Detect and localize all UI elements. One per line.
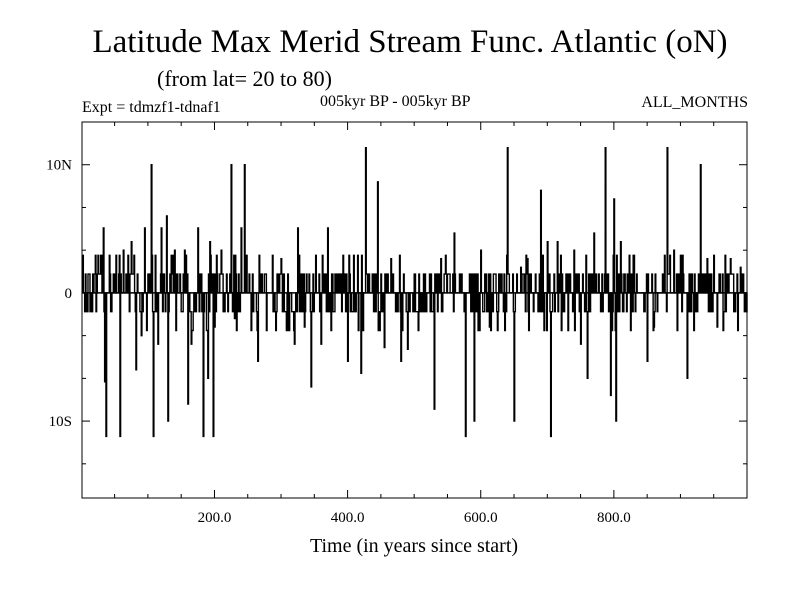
y-tick-label: 10S (49, 414, 72, 430)
y-tick-label: 0 (65, 286, 73, 302)
x-axis-label: Time (in years since start) (310, 535, 518, 557)
chart-subtitle: (from lat= 20 to 80) (157, 66, 332, 91)
y-tick-label: 10N (46, 158, 72, 174)
experiment-label: Expt = tdmzf1-tdnaf1 (82, 99, 221, 116)
x-tick-label: 200.0 (198, 510, 232, 526)
axis-tick-labels: 200.0 400.0 600.0 800.0 10N 0 10S (46, 158, 631, 526)
months-label: ALL_MONTHS (641, 94, 748, 111)
x-tick-label: 400.0 (331, 510, 365, 526)
x-tick-label: 800.0 (597, 510, 631, 526)
series-line (81, 146, 748, 438)
x-tick-label: 600.0 (464, 510, 498, 526)
chart-title: Latitude Max Merid Stream Func. Atlantic… (92, 24, 728, 60)
period-label: 005kyr BP - 005kyr BP (320, 93, 471, 110)
